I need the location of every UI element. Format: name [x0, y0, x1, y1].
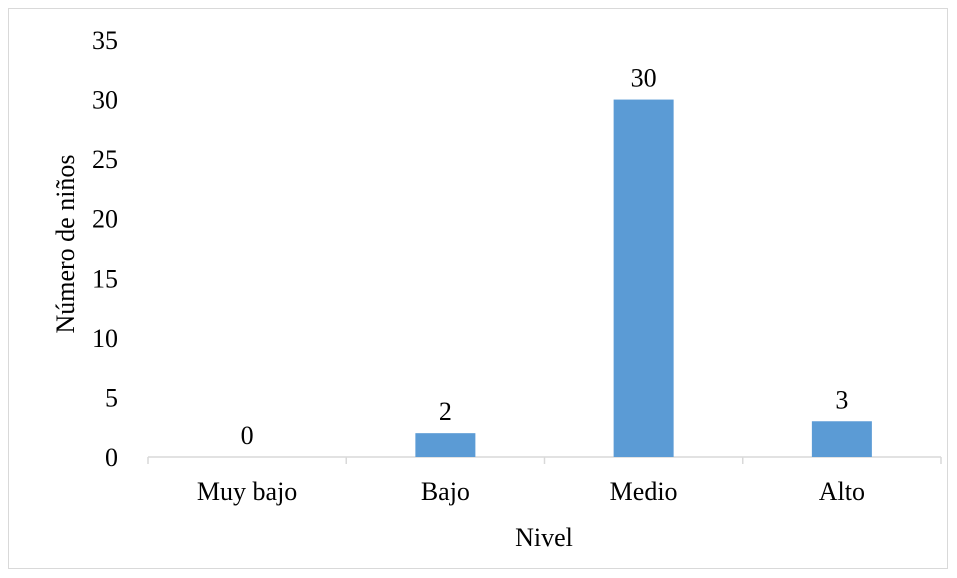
category-labels: Muy bajo Bajo Medio Alto: [197, 477, 865, 506]
y-tick-label: 10: [92, 324, 118, 353]
y-tick-label: 20: [92, 205, 118, 234]
bar-medio: [613, 99, 674, 458]
x-axis-title: Nivel: [515, 523, 573, 552]
y-tick-label: 25: [92, 145, 118, 174]
category-label: Bajo: [421, 477, 470, 506]
y-tick-label: 35: [92, 26, 118, 55]
data-label: 3: [835, 385, 848, 414]
y-tick-label: 15: [92, 264, 118, 293]
category-label: Muy bajo: [197, 477, 297, 506]
category-label: Alto: [819, 477, 865, 506]
y-tick-label: 30: [92, 86, 118, 115]
bars: [415, 99, 872, 458]
y-axis-ticks: 0 5 10 15 20 25 30 35: [92, 26, 118, 472]
bar-bajo: [415, 433, 476, 457]
y-tick-label: 0: [105, 443, 118, 472]
data-label: 30: [631, 64, 657, 93]
data-labels: 0 2 30 3: [241, 64, 849, 450]
chart-frame: [8, 8, 948, 569]
data-label: 2: [439, 397, 452, 426]
y-tick-label: 5: [105, 383, 118, 412]
x-axis-tickmarks: [147, 457, 942, 464]
data-label: 0: [241, 421, 254, 450]
bar-alto: [811, 421, 872, 457]
category-label: Medio: [610, 477, 678, 506]
y-axis-title: Número de niños: [51, 154, 80, 333]
